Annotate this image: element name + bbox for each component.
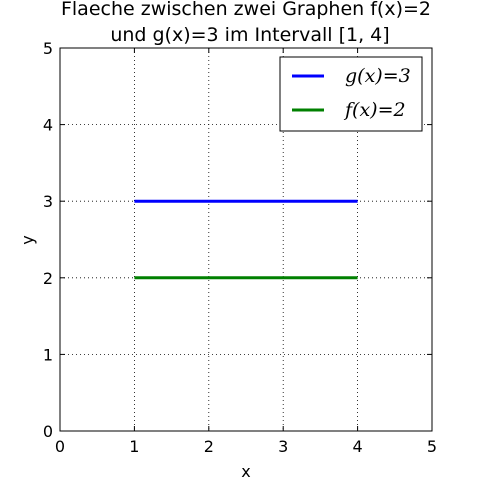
y-tick-label: 0 [43, 422, 53, 441]
plot-frame [59, 47, 433, 432]
y-tick-label: 5 [43, 39, 53, 58]
x-tick-label: 1 [129, 437, 139, 456]
legend-label-2: f(x)=2 [343, 99, 406, 121]
legend: g(x)=3 f(x)=2 [279, 56, 423, 132]
y-tick-label: 3 [43, 192, 53, 211]
y-tick-label: 2 [43, 269, 53, 288]
x-tick-label: 0 [55, 437, 65, 456]
legend-label-1: g(x)=3 [345, 65, 411, 87]
x-tick-label: 2 [204, 437, 214, 456]
x-tick-label: 5 [427, 437, 437, 456]
x-axis-label: x [241, 462, 250, 480]
y-tick-label: 1 [43, 345, 53, 364]
chart-title-line2: und g(x)=3 im Intervall [1, 4] [110, 24, 389, 46]
chart-title-line1: Flaeche zwischen zwei Graphen f(x)=2 [61, 0, 431, 20]
axis-ticks: 0 1 2 3 4 5 0 1 2 3 4 5 [43, 39, 437, 456]
y-axis-label: y [18, 235, 37, 244]
legend-box [279, 56, 423, 132]
series-lines [134, 199, 358, 280]
y-tick-label: 4 [43, 116, 53, 135]
x-tick-label: 4 [353, 437, 363, 456]
x-tick-label: 3 [278, 437, 288, 456]
